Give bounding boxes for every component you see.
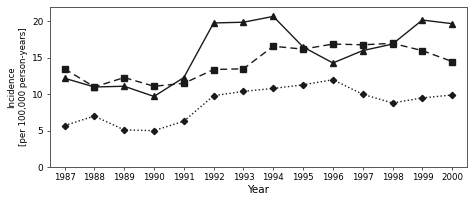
X-axis label: Year: Year [247,185,269,195]
Y-axis label: Incidence
[per 100,000 person-years]: Incidence [per 100,000 person-years] [7,28,28,146]
